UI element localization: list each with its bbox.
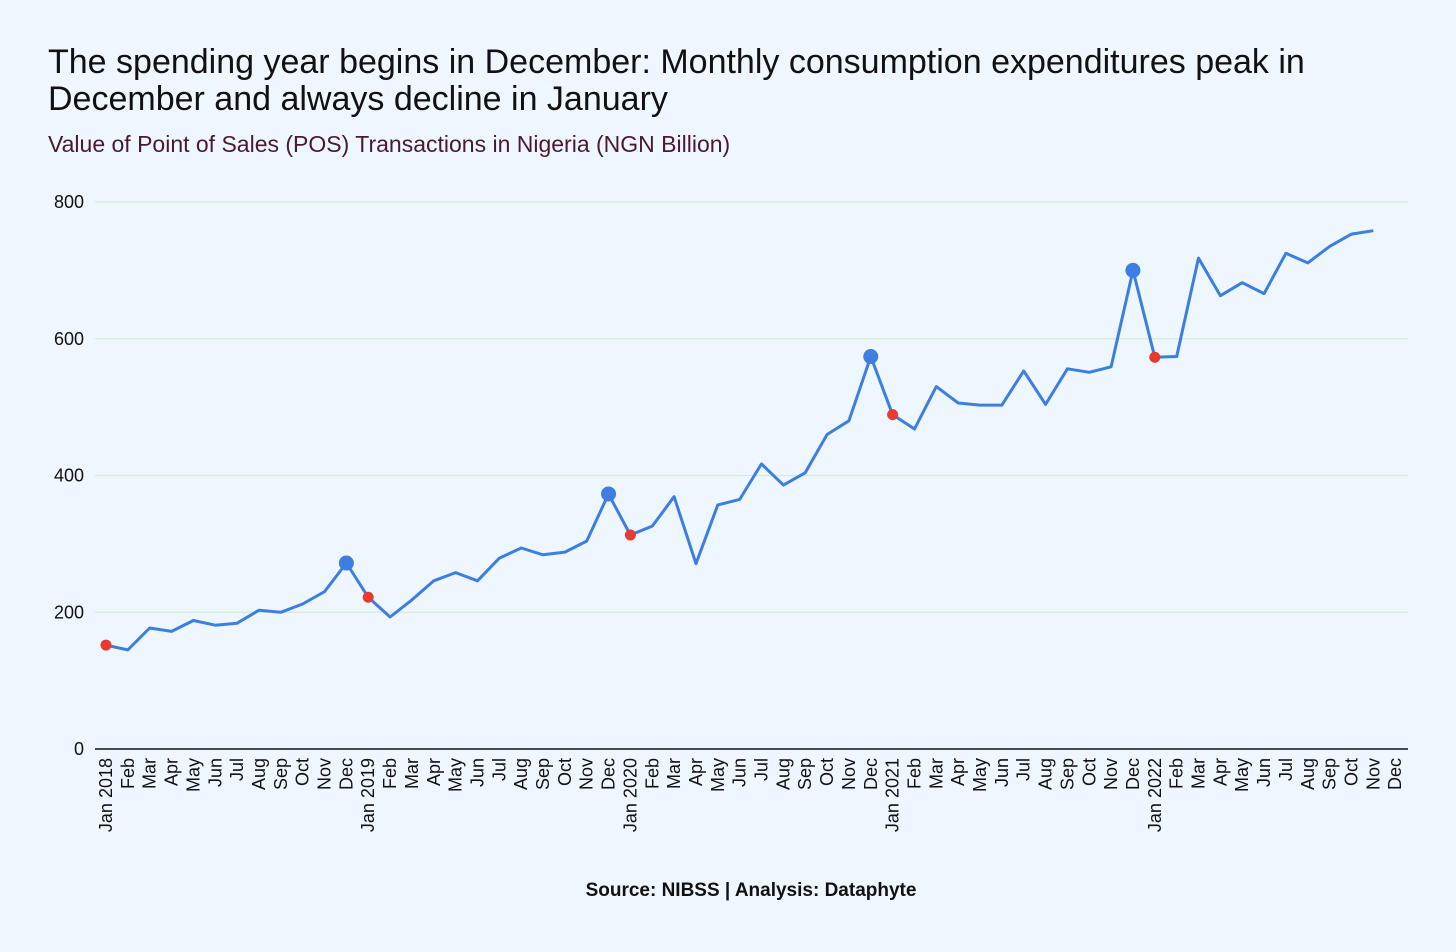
- x-axis-ticks: Jan 2018 Feb Mar Apr May Jun Jul Aug Sep Oct Nov De…: [96, 758, 1405, 832]
- series-line: [105, 229, 1374, 652]
- chart-subtitle: Value of Point of Sales (POS) Transactio…: [48, 131, 731, 157]
- x-tick-label: Feb: [642, 758, 662, 789]
- x-tick-label: Mar: [140, 758, 160, 789]
- x-tick-label: Jun: [992, 758, 1012, 787]
- x-tick-label: Aug: [249, 758, 269, 790]
- x-tick-label: Dec: [1385, 758, 1405, 790]
- january-drop-marker: [887, 409, 899, 421]
- source-note: Source: NIBSS | Analysis: Dataphyte: [585, 880, 917, 901]
- grid-lines: [95, 201, 1408, 613]
- x-tick-label: Apr: [162, 758, 182, 786]
- x-tick-label: Aug: [1298, 758, 1318, 790]
- x-tick-label: Oct: [1079, 758, 1099, 786]
- x-tick-label: Jan 2019: [358, 758, 378, 832]
- x-tick-label: Jul: [1276, 758, 1296, 781]
- x-tick-label: Feb: [380, 758, 400, 789]
- x-tick-label: Jun: [467, 758, 487, 787]
- x-tick-label: May: [183, 758, 203, 792]
- january-drop-marker: [624, 529, 636, 541]
- x-tick-label: Aug: [773, 758, 793, 790]
- x-tick-label: Oct: [1341, 758, 1361, 786]
- x-tick-label: Apr: [424, 758, 444, 786]
- y-tick-label: 600: [54, 329, 84, 349]
- x-tick-label: Oct: [555, 758, 575, 786]
- x-tick-label: Jun: [205, 758, 225, 787]
- x-tick-label: Sep: [1320, 758, 1340, 790]
- x-tick-label: May: [708, 758, 728, 792]
- x-tick-label: Jun: [730, 758, 750, 787]
- x-tick-label: Jan 2018: [96, 758, 116, 832]
- x-tick-label: Apr: [948, 758, 968, 786]
- x-tick-label: Dec: [599, 758, 619, 790]
- january-drop-marker: [1149, 351, 1161, 363]
- x-tick-label: Jul: [1014, 758, 1034, 781]
- x-tick-label: Nov: [315, 758, 335, 790]
- x-tick-label: Mar: [1189, 758, 1209, 789]
- y-tick-label: 400: [54, 466, 84, 486]
- x-tick-label: Nov: [1363, 758, 1383, 790]
- x-tick-label: Feb: [118, 758, 138, 789]
- x-tick-label: Dec: [861, 758, 881, 790]
- x-tick-label: Feb: [904, 758, 924, 789]
- x-tick-label: Jan 2022: [1145, 758, 1165, 832]
- x-tick-label: Sep: [533, 758, 553, 790]
- january-drop-marker: [362, 591, 374, 603]
- december-peak-marker: [1125, 262, 1141, 278]
- x-tick-label: Dec: [336, 758, 356, 790]
- x-tick-label: Nov: [1101, 758, 1121, 790]
- x-tick-label: Jan 2021: [883, 758, 903, 832]
- x-tick-label: Sep: [1057, 758, 1077, 790]
- january-drop-marker: [100, 639, 112, 651]
- x-tick-label: Sep: [271, 758, 291, 790]
- x-tick-label: Jan 2020: [620, 758, 640, 832]
- december-peak-marker: [338, 555, 354, 571]
- x-tick-label: Feb: [1167, 758, 1187, 789]
- x-tick-label: Apr: [1210, 758, 1230, 786]
- x-tick-label: Jul: [227, 758, 247, 781]
- x-tick-label: Mar: [664, 758, 684, 789]
- x-tick-label: Aug: [1036, 758, 1056, 790]
- december-peak-marker: [863, 349, 879, 365]
- x-tick-label: Jul: [752, 758, 772, 781]
- y-tick-label: 0: [74, 739, 84, 759]
- chart-title: The spending year begins in December: Mo…: [48, 43, 1305, 118]
- x-tick-label: Sep: [795, 758, 815, 790]
- data-markers: [100, 262, 1161, 651]
- x-tick-label: Jun: [1254, 758, 1274, 787]
- x-tick-label: May: [970, 758, 990, 792]
- x-tick-label: Dec: [1123, 758, 1143, 790]
- x-tick-label: Aug: [511, 758, 531, 790]
- x-tick-label: Jul: [489, 758, 509, 781]
- x-tick-label: Oct: [817, 758, 837, 786]
- x-tick-label: Oct: [293, 758, 313, 786]
- december-peak-marker: [601, 486, 617, 502]
- x-tick-label: Mar: [402, 758, 422, 789]
- x-tick-label: Nov: [577, 758, 597, 790]
- x-tick-label: May: [446, 758, 466, 792]
- y-tick-label: 200: [54, 602, 84, 622]
- y-tick-label: 800: [54, 192, 84, 212]
- y-axis-ticks: 0 200 400 600 800: [54, 192, 84, 759]
- x-tick-label: Apr: [686, 758, 706, 786]
- x-tick-label: Nov: [839, 758, 859, 790]
- x-tick-label: Mar: [926, 758, 946, 789]
- x-tick-label: May: [1232, 758, 1252, 792]
